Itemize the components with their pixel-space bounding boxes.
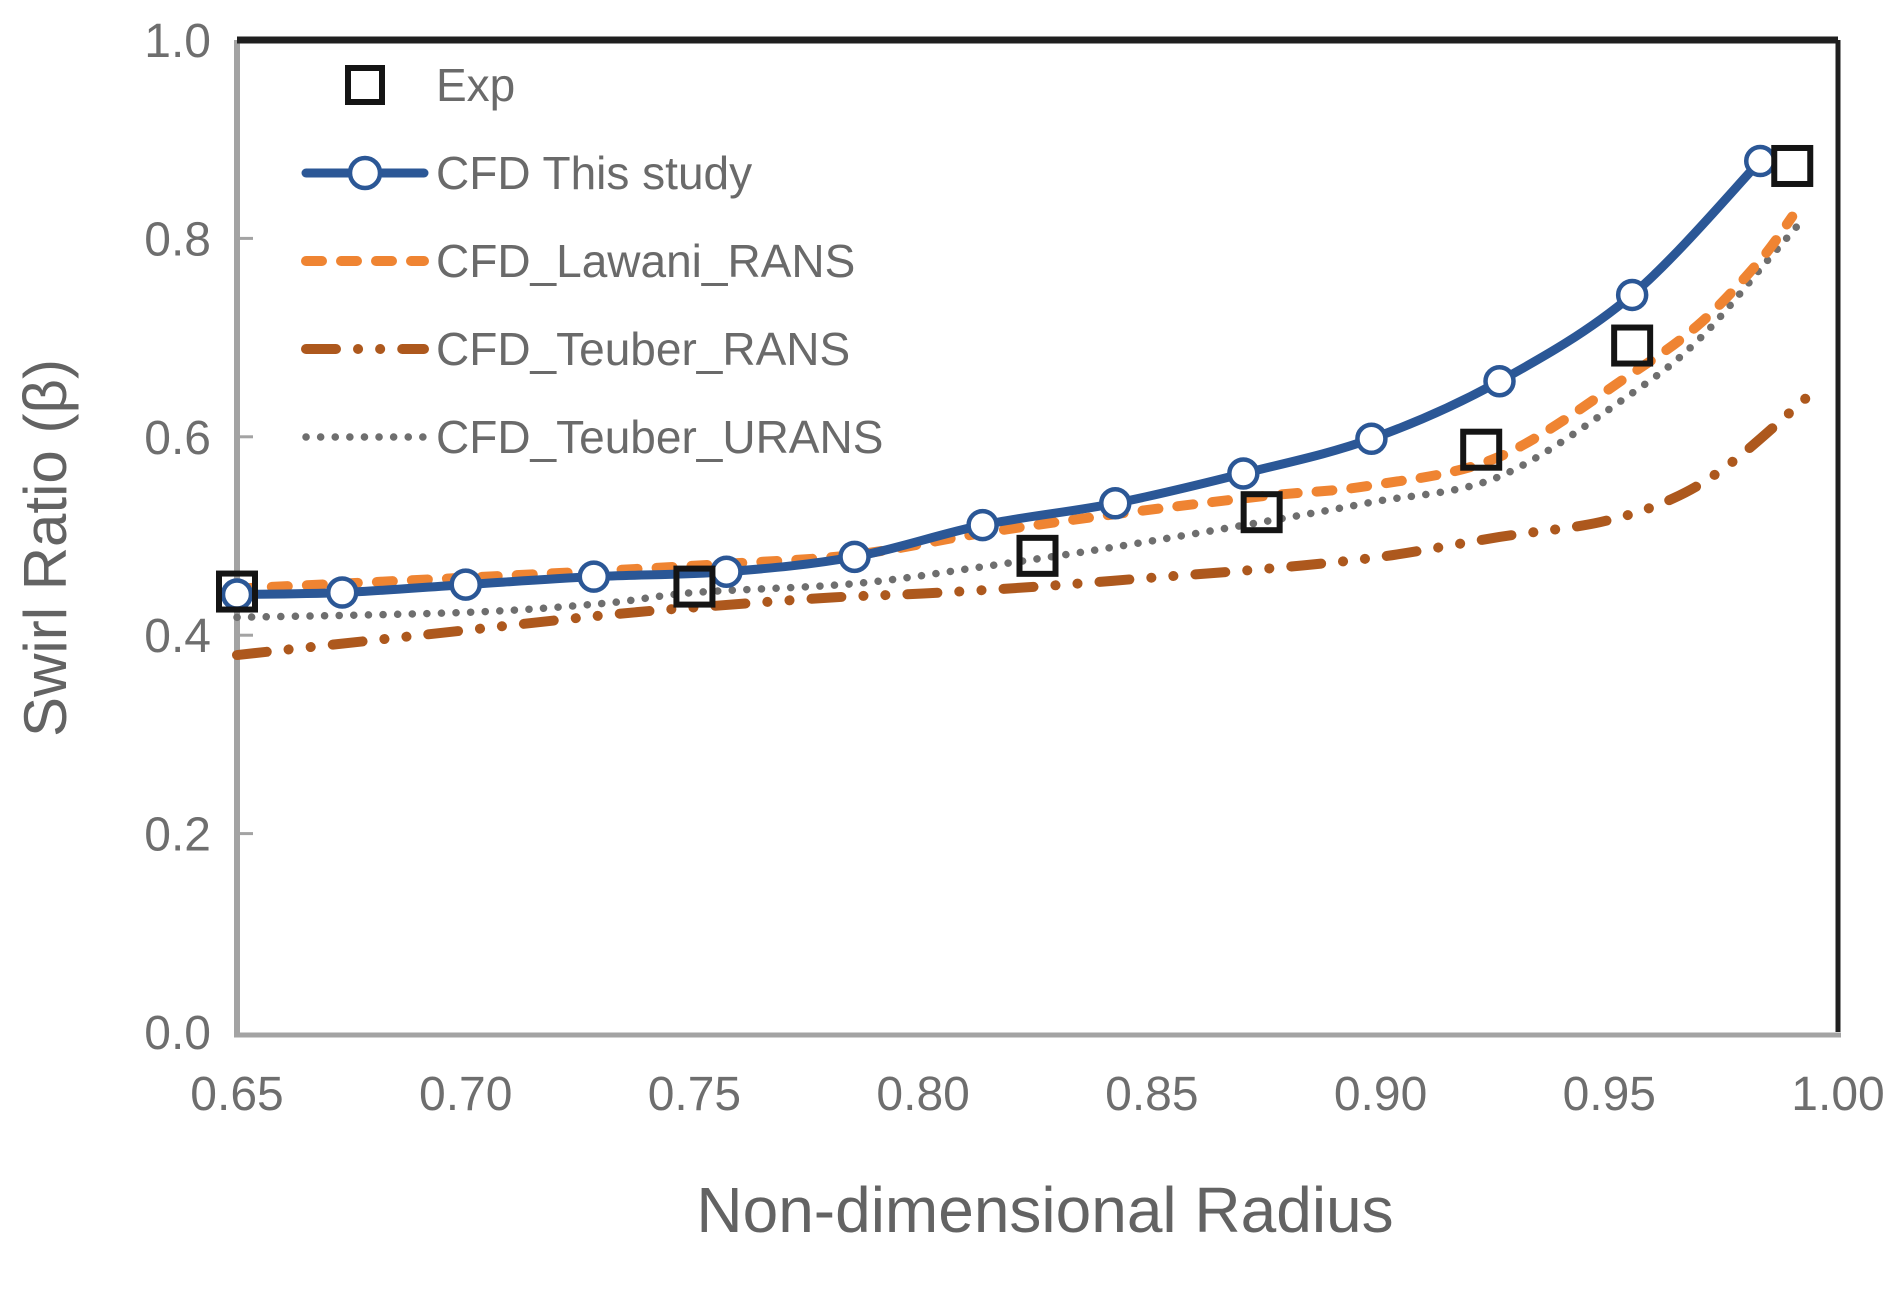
axes — [234, 36, 1841, 1038]
data-point-square — [216, 570, 258, 613]
tick-labels: 0.0 0.2 0.4 0.6 0.8 1.0 0.65 0.70 0.75 0.80 0.85 0.… — [144, 15, 1884, 1121]
legend-item-cfd-lawani-rans: CFD_Lawani_RANS — [301, 235, 855, 287]
y-axis-title: Swirl Ratio (β) — [12, 359, 79, 737]
legend-label: CFD This study — [436, 147, 752, 199]
x-tick-label: 0.75 — [648, 1068, 741, 1121]
series-cfd-teuber-urans — [233, 222, 1801, 622]
x-axis-title: Non-dimensional Radius — [696, 1174, 1393, 1246]
legend-label: CFD_Teuber_URANS — [436, 411, 883, 463]
y-tick-label: 0.4 — [144, 610, 211, 663]
data-point-circle — [710, 555, 743, 588]
legend-open-circle-icon — [347, 155, 383, 191]
data-point-circle — [838, 540, 871, 574]
x-tick-label: 0.95 — [1563, 1068, 1656, 1121]
x-tick-label: 1.00 — [1791, 1068, 1884, 1121]
y-tick-label: 1.0 — [144, 15, 211, 68]
data-point-square — [1611, 324, 1654, 367]
data-point-circle — [577, 560, 611, 593]
x-tick-label: 0.65 — [190, 1068, 283, 1121]
data-point-square — [673, 565, 716, 608]
data-point-circle — [1483, 364, 1516, 398]
data-point-circle — [1099, 487, 1132, 520]
data-point-circle — [325, 576, 359, 609]
legend-open-square-icon — [345, 65, 385, 105]
data-point-circle — [1615, 278, 1649, 312]
y-tick-label: 0.0 — [144, 1007, 211, 1060]
data-point-circle — [1227, 457, 1260, 490]
y-tick-label: 0.6 — [144, 412, 211, 465]
legend-item-cfd-teuber-urans: CFD_Teuber_URANS — [302, 411, 883, 463]
legend-label: CFD_Lawani_RANS — [436, 235, 855, 287]
data-series — [216, 144, 1814, 661]
x-tick-label: 0.85 — [1105, 1068, 1198, 1121]
series-cfd-this-study — [220, 144, 1777, 611]
legend-item-cfd-teuber-rans: CFD_Teuber_RANS — [301, 323, 850, 375]
data-point-square — [1771, 144, 1814, 187]
legend: Exp CFD This study CFD_Lawani_RANS CFD_Teub… — [301, 59, 883, 463]
data-point-circle — [1355, 422, 1388, 456]
data-point-circle — [966, 508, 999, 542]
x-tick-label: 0.70 — [419, 1068, 512, 1121]
legend-label: Exp — [436, 59, 515, 111]
x-tick-label: 0.80 — [876, 1068, 969, 1121]
series-cfd-teuber-urans-line — [233, 222, 1801, 622]
data-point-circle — [1743, 144, 1777, 178]
legend-label: CFD_Teuber_RANS — [436, 323, 850, 375]
data-point-square — [1016, 534, 1059, 577]
legend-item-exp: Exp — [345, 59, 515, 111]
data-point-square — [1240, 491, 1283, 534]
data-point-square — [1460, 428, 1503, 471]
y-tick-label: 0.2 — [144, 809, 211, 862]
legend-item-cfd-this-study: CFD This study — [301, 147, 752, 199]
data-point-circle — [220, 578, 254, 611]
series-exp — [216, 144, 1814, 613]
x-tick-label: 0.90 — [1334, 1068, 1427, 1121]
data-point-circle — [449, 568, 482, 601]
y-tick-label: 0.8 — [144, 213, 211, 266]
